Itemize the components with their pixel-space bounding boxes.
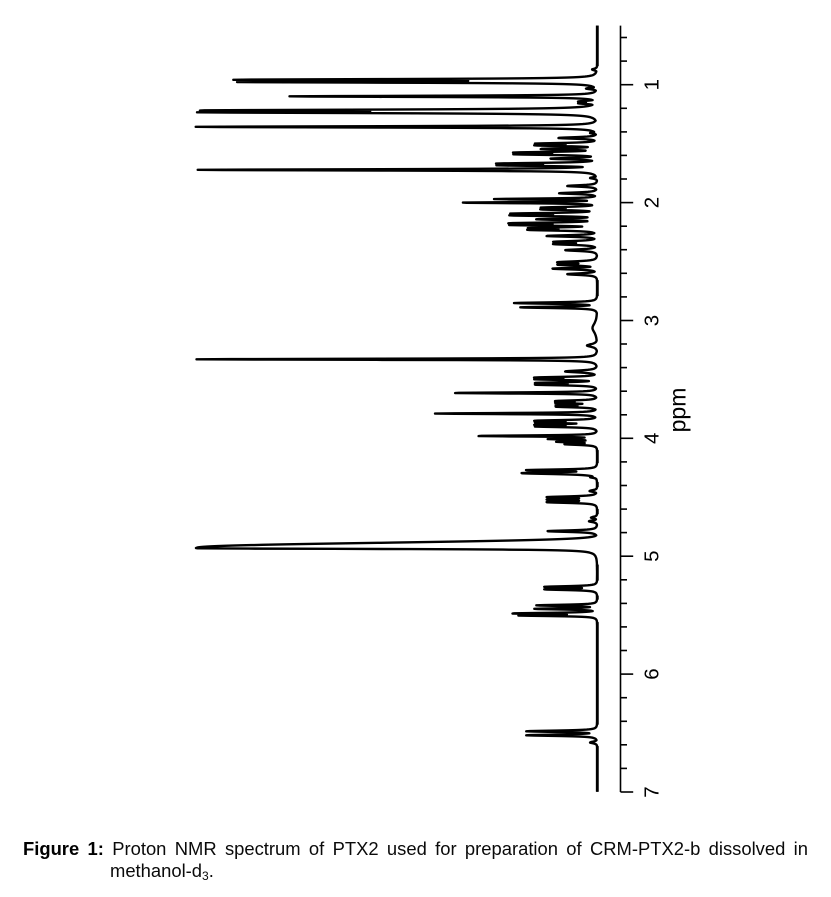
svg-text:7: 7 [641, 786, 664, 797]
svg-text:3: 3 [641, 315, 664, 326]
svg-text:2: 2 [641, 197, 664, 208]
svg-text:5: 5 [641, 550, 664, 561]
svg-text:6: 6 [641, 668, 664, 679]
svg-text:1: 1 [641, 79, 664, 90]
svg-text:ppm: ppm [665, 388, 691, 433]
svg-text:4: 4 [641, 433, 664, 444]
